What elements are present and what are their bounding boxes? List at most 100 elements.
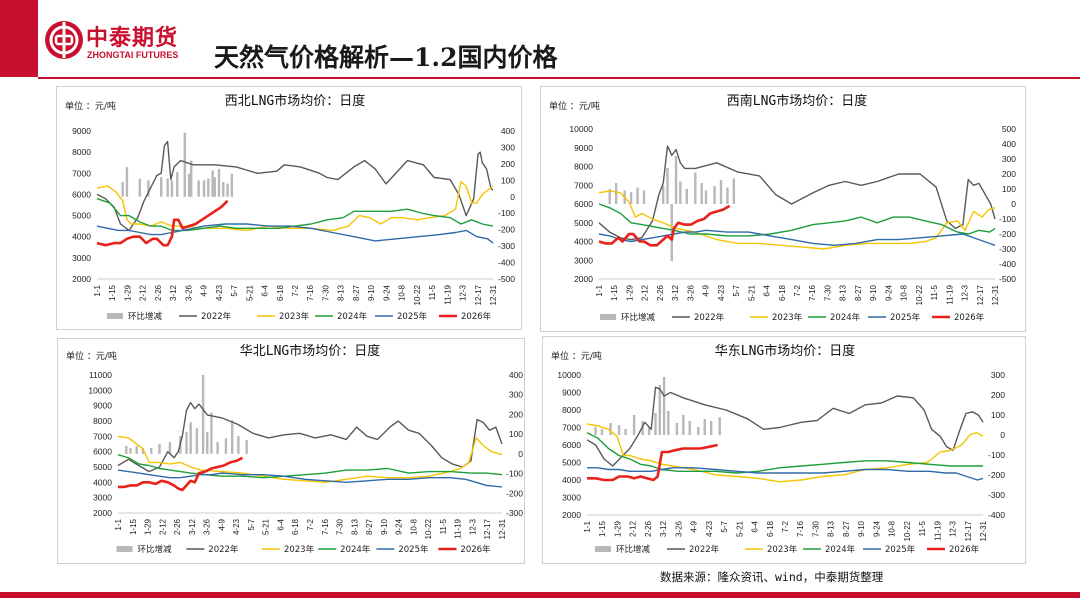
y-tick-label: 6000 (574, 199, 593, 209)
x-tick-label: 1-1 (93, 284, 102, 296)
y2-tick-label: 0 (518, 449, 523, 459)
change-bar (654, 413, 657, 435)
change-bar (662, 186, 665, 204)
y-tick-label: 7000 (93, 431, 112, 441)
x-tick-label: 10-8 (888, 520, 897, 537)
x-tick-label: 12-17 (964, 520, 973, 541)
y-tick-label: 10000 (569, 124, 593, 134)
legend-label: 2023年 (772, 312, 803, 323)
legend-swatch-bar (595, 546, 611, 552)
x-tick-label: 12-31 (979, 520, 988, 541)
logo-en-text: ZHONGTAI FUTURES (87, 50, 179, 60)
x-tick-label: 8-27 (352, 284, 361, 301)
x-tick-label: 4-23 (215, 284, 224, 301)
x-tick-label: 1-15 (598, 520, 607, 537)
chart-panel-north: 华北LNG市场均价：日度 单位 ：元/吨 11000 10000 9000 8000 700… (57, 338, 525, 564)
change-bar (185, 432, 188, 454)
change-bar (636, 187, 639, 204)
series-line-2023年 (96, 180, 494, 232)
chart-title: 西南LNG市场均价：日度 (727, 93, 867, 109)
change-bar (202, 180, 206, 197)
legend-label: 2024年 (825, 544, 856, 555)
chart-southwest: 西南LNG市场均价：日度 单位 ：元/吨 10000 9000 8000 7000 6000… (549, 93, 1016, 323)
change-bar (170, 180, 174, 197)
x-tick-label: 1-29 (144, 518, 153, 535)
y2-tick-label: 300 (991, 370, 1005, 380)
change-bar (719, 180, 723, 204)
change-bar (624, 429, 627, 435)
change-bar (679, 181, 682, 204)
legend-label: 2026年 (460, 544, 491, 555)
y-tick-label: 2000 (574, 274, 593, 284)
y2-tick-label: -400 (498, 258, 515, 268)
footer-bar (0, 592, 1080, 598)
change-bar (703, 419, 706, 435)
x-tick-label: 6-18 (291, 518, 300, 535)
x-tick-label: 10-8 (398, 284, 407, 301)
x-tick-label: 4-9 (702, 284, 711, 296)
y2-tick-label: 200 (501, 159, 515, 169)
x-tick-label: 7-2 (306, 518, 315, 530)
change-bar (207, 178, 210, 197)
legend-label: 环比增减 (616, 544, 651, 555)
y-tick-label: 9000 (72, 126, 91, 136)
data-source-note: 数据来源：隆众资讯、wind，中泰期货整理 (660, 570, 884, 584)
x-tick-label: 2-26 (656, 284, 665, 301)
series-line-2023年 (598, 190, 996, 250)
x-tick-label: 4-23 (717, 284, 726, 301)
y-tick-label: 5000 (93, 462, 112, 472)
x-tick-label: 7-30 (823, 284, 832, 301)
y2-tick-label: -100 (506, 469, 523, 479)
legend-swatch-bar (107, 313, 123, 319)
change-bar (667, 411, 670, 435)
legend-label: 2022年 (689, 544, 720, 555)
x-tick-label: 1-29 (123, 284, 132, 301)
x-tick-label: 12-3 (459, 284, 468, 301)
series-line-2022年 (598, 145, 996, 241)
y-tick-label: 3000 (562, 493, 581, 503)
change-bar (647, 427, 651, 435)
chart-northwest: 西北LNG市场均价：日度 单位 ：元/吨 9000 8000 7000 6000 5000 4… (65, 93, 515, 322)
legend-label: 2025年 (397, 311, 428, 322)
legend-label: 2026年 (954, 312, 985, 323)
x-tick-label: 2-26 (154, 284, 163, 301)
x-tick-label: 7-30 (321, 284, 330, 301)
y-tick-label: 4000 (72, 232, 91, 242)
chart-east: 华东LNG市场均价：日度 单位 ：元/吨 10000 9000 8000 7000 6000… (551, 343, 1005, 555)
x-tick-label: 9-10 (857, 520, 866, 537)
x-tick-label: 12-17 (483, 518, 492, 539)
unit-label: 单位 ：元/吨 (551, 350, 602, 362)
legend-swatch-bar (600, 314, 616, 320)
x-tick-label: 7-16 (808, 284, 817, 301)
x-tick-label: 7-30 (336, 518, 345, 535)
y2-tick-label: 300 (1002, 154, 1016, 164)
y2-tick-label: -500 (999, 274, 1016, 284)
x-tick-label: 3-26 (203, 518, 212, 535)
x-tick-label: 1-1 (595, 284, 604, 296)
change-bar (617, 425, 621, 435)
x-tick-label: 5-7 (247, 518, 256, 530)
series-line-2024年 (117, 454, 503, 479)
change-bar (189, 422, 192, 454)
x-tick-label: 8-27 (854, 284, 863, 301)
x-tick-label: 12-31 (489, 284, 498, 305)
y2-tick-label: -500 (498, 274, 515, 284)
x-tick-label: 8-13 (839, 284, 848, 301)
x-tick-label: 3-26 (184, 284, 193, 301)
x-tick-label: 11-5 (439, 518, 448, 534)
series-line-2024年 (96, 198, 494, 232)
change-bar (694, 172, 697, 204)
x-tick-label: 3-26 (674, 520, 683, 537)
legend-label: 2026年 (461, 311, 492, 322)
x-tick-label: 4-23 (705, 520, 714, 537)
x-tick-label: 5-7 (720, 520, 729, 532)
change-bar (135, 445, 138, 454)
y-tick-label: 5000 (562, 458, 581, 468)
change-bar (641, 421, 644, 435)
y-tick-label: 2000 (93, 508, 112, 518)
change-bar (183, 132, 186, 197)
change-bar (206, 432, 209, 454)
change-bar (187, 173, 191, 197)
change-bar (189, 160, 193, 197)
y2-tick-label: -100 (498, 208, 515, 218)
